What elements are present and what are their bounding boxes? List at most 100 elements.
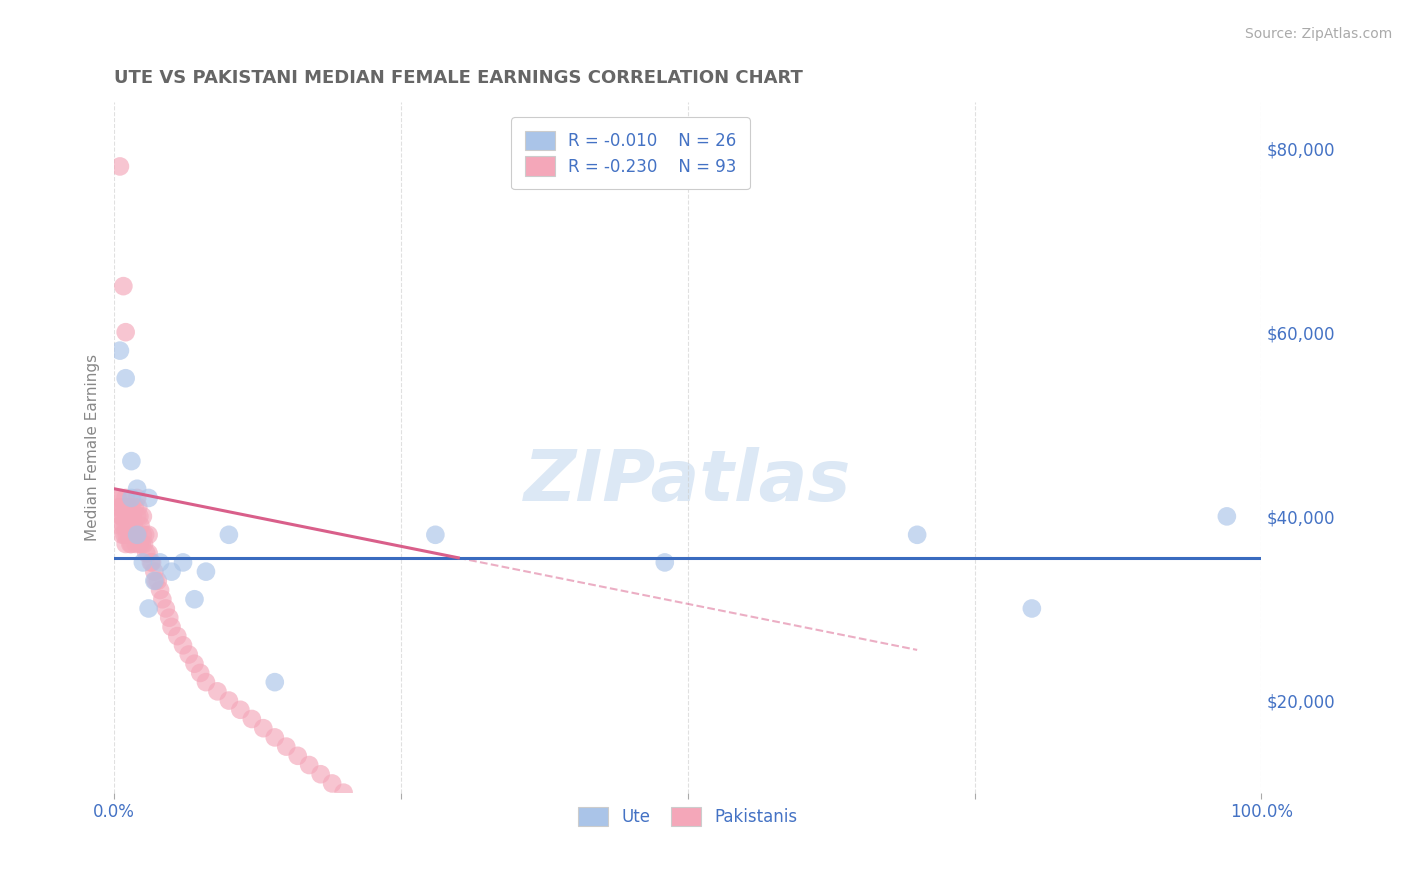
Point [172,638,194,652]
Point [127,491,149,505]
Point [562,863,585,878]
Point [111,528,134,542]
Point [585,869,607,883]
Point [122,518,145,533]
Point [124,500,146,515]
Point [127,482,149,496]
Point [114,325,136,339]
Point [132,528,155,542]
Point [127,528,149,542]
Point [117,518,139,533]
Point [139,556,162,570]
Legend: Ute, Pakistanis: Ute, Pakistanis [572,800,804,832]
Point [447,841,470,855]
Point [240,712,263,726]
Point [107,491,129,505]
Point [127,509,149,524]
Point [138,491,160,505]
Point [112,279,135,293]
Point [121,509,143,524]
Point [183,657,205,671]
Point [619,869,641,883]
Point [112,500,135,515]
Point [132,509,155,524]
Point [132,537,155,551]
Point [114,491,136,505]
Point [110,509,132,524]
Point [1021,601,1043,615]
Point [107,500,129,515]
Point [120,491,142,505]
Point [115,509,138,524]
Point [138,601,160,615]
Point [263,731,285,745]
Point [114,518,136,533]
Point [183,592,205,607]
Point [207,684,229,698]
Point [157,610,180,624]
Point [114,509,136,524]
Point [149,556,172,570]
Point [676,873,699,888]
Point [425,831,447,846]
Point [127,528,149,542]
Point [481,850,503,864]
Point [332,786,354,800]
Point [143,565,166,579]
Point [131,537,153,551]
Point [127,528,149,542]
Point [160,565,183,579]
Point [110,491,132,505]
Point [132,556,155,570]
Point [114,500,136,515]
Point [276,739,298,754]
Point [124,528,146,542]
Point [287,748,309,763]
Point [378,814,401,828]
Point [118,528,141,542]
Point [115,528,138,542]
Text: Source: ZipAtlas.com: Source: ZipAtlas.com [1244,27,1392,41]
Point [149,582,172,597]
Point [1216,509,1239,524]
Point [114,528,136,542]
Point [218,693,240,707]
Point [120,454,142,468]
Point [118,509,141,524]
Point [654,871,676,885]
Point [129,518,152,533]
Point [114,537,136,551]
Point [117,500,139,515]
Point [120,537,142,551]
Text: UTE VS PAKISTANI MEDIAN FEMALE EARNINGS CORRELATION CHART: UTE VS PAKISTANI MEDIAN FEMALE EARNINGS … [114,69,803,87]
Point [127,500,149,515]
Point [121,528,143,542]
Point [321,776,343,790]
Point [143,574,166,588]
Point [166,629,188,643]
Point [516,855,538,869]
Point [120,500,142,515]
Point [134,528,156,542]
Point [120,537,142,551]
Point [263,675,285,690]
Y-axis label: Median Female Earnings: Median Female Earnings [86,354,100,541]
Point [538,859,561,873]
Point [141,556,163,570]
Point [155,601,177,615]
Point [194,675,217,690]
Point [114,371,136,385]
Point [125,537,148,551]
Text: ZIPatlas: ZIPatlas [524,448,852,516]
Point [112,518,135,533]
Point [108,518,131,533]
Point [654,556,676,570]
Point [218,528,240,542]
Point [177,648,200,662]
Point [172,556,194,570]
Point [146,574,169,588]
Point [135,546,157,560]
Point [298,758,321,772]
Point [120,518,142,533]
Point [905,528,928,542]
